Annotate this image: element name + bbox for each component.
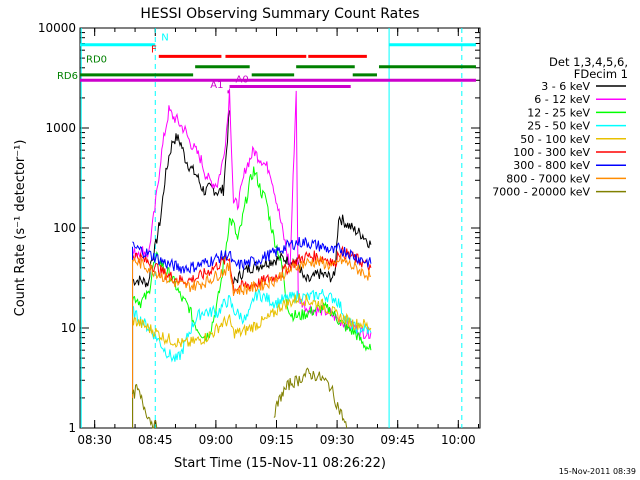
legend-label: 300 - 800 keV (513, 159, 590, 172)
x-tick-label: 09:00 (199, 433, 234, 447)
x-tick-label: 10:00 (441, 433, 476, 447)
x-tick-label: 09:45 (380, 433, 415, 447)
series-line-3-seg-0 (132, 288, 372, 363)
y-tick-label: 1 (68, 421, 76, 435)
flag-label-rd0: RD0 (86, 55, 107, 66)
chart-title: HESSI Observing Summary Count Rates (140, 6, 419, 22)
flag-label-rd6: RD6 (57, 71, 78, 82)
series-line-4-seg-0 (132, 293, 372, 348)
flag-bars: NFRD0RD6A0A1 (57, 28, 476, 428)
flag-label-f: F (151, 44, 157, 55)
legend-label: 25 - 50 keV (527, 120, 590, 133)
legend-label: 12 - 25 keV (527, 106, 590, 119)
flag-label-n: N (161, 33, 168, 44)
legend-label: 3 - 6 keV (541, 80, 590, 93)
x-tick-label: 09:30 (320, 433, 355, 447)
y-tick-label: 100 (53, 221, 76, 235)
series-line-8-seg-1 (273, 367, 348, 429)
footer-date: 15-Nov-2011 08:39 (559, 467, 636, 476)
legend-label: 50 - 100 keV (520, 133, 590, 146)
x-axis-label: Start Time (15-Nov-11 08:26:22) (174, 456, 386, 471)
series-lines (132, 88, 372, 429)
y-tick-label: 1000 (45, 121, 76, 135)
series-line-6-seg-0 (132, 236, 372, 274)
y-tick-label: 10 (61, 321, 76, 335)
legend-header-1: Det 1,3,4,5,6, (549, 55, 628, 69)
x-tick-label: 08:45 (138, 433, 173, 447)
legend-label: 6 - 12 keV (534, 93, 590, 106)
flag-label-a1: A1 (210, 80, 223, 91)
legend-label: 100 - 300 keV (513, 146, 590, 159)
y-tick-label: 10000 (38, 21, 76, 35)
x-tick-label: 08:30 (77, 433, 112, 447)
legend-label: 800 - 7000 keV (506, 172, 590, 185)
x-tick-label: 09:15 (259, 433, 294, 447)
series-line-0-seg-0 (132, 110, 230, 288)
legend-label: 7000 - 20000 keV (492, 186, 590, 199)
series-line-2-seg-0 (132, 166, 372, 352)
y-tick-labels: 1 10 100 1000 10000 (38, 21, 76, 435)
series-line-7-seg-0 (132, 255, 372, 296)
legend-header-2: FDecim 1 (574, 67, 628, 81)
x-tick-labels: 08:30 08:45 09:00 09:15 09:30 09:45 10:00 (77, 433, 475, 447)
series-line-8-seg-0 (132, 383, 158, 429)
series-line-0-seg-1 (233, 214, 372, 284)
y-axis-label: Count Rate (s⁻¹ detector⁻¹) (13, 140, 28, 317)
